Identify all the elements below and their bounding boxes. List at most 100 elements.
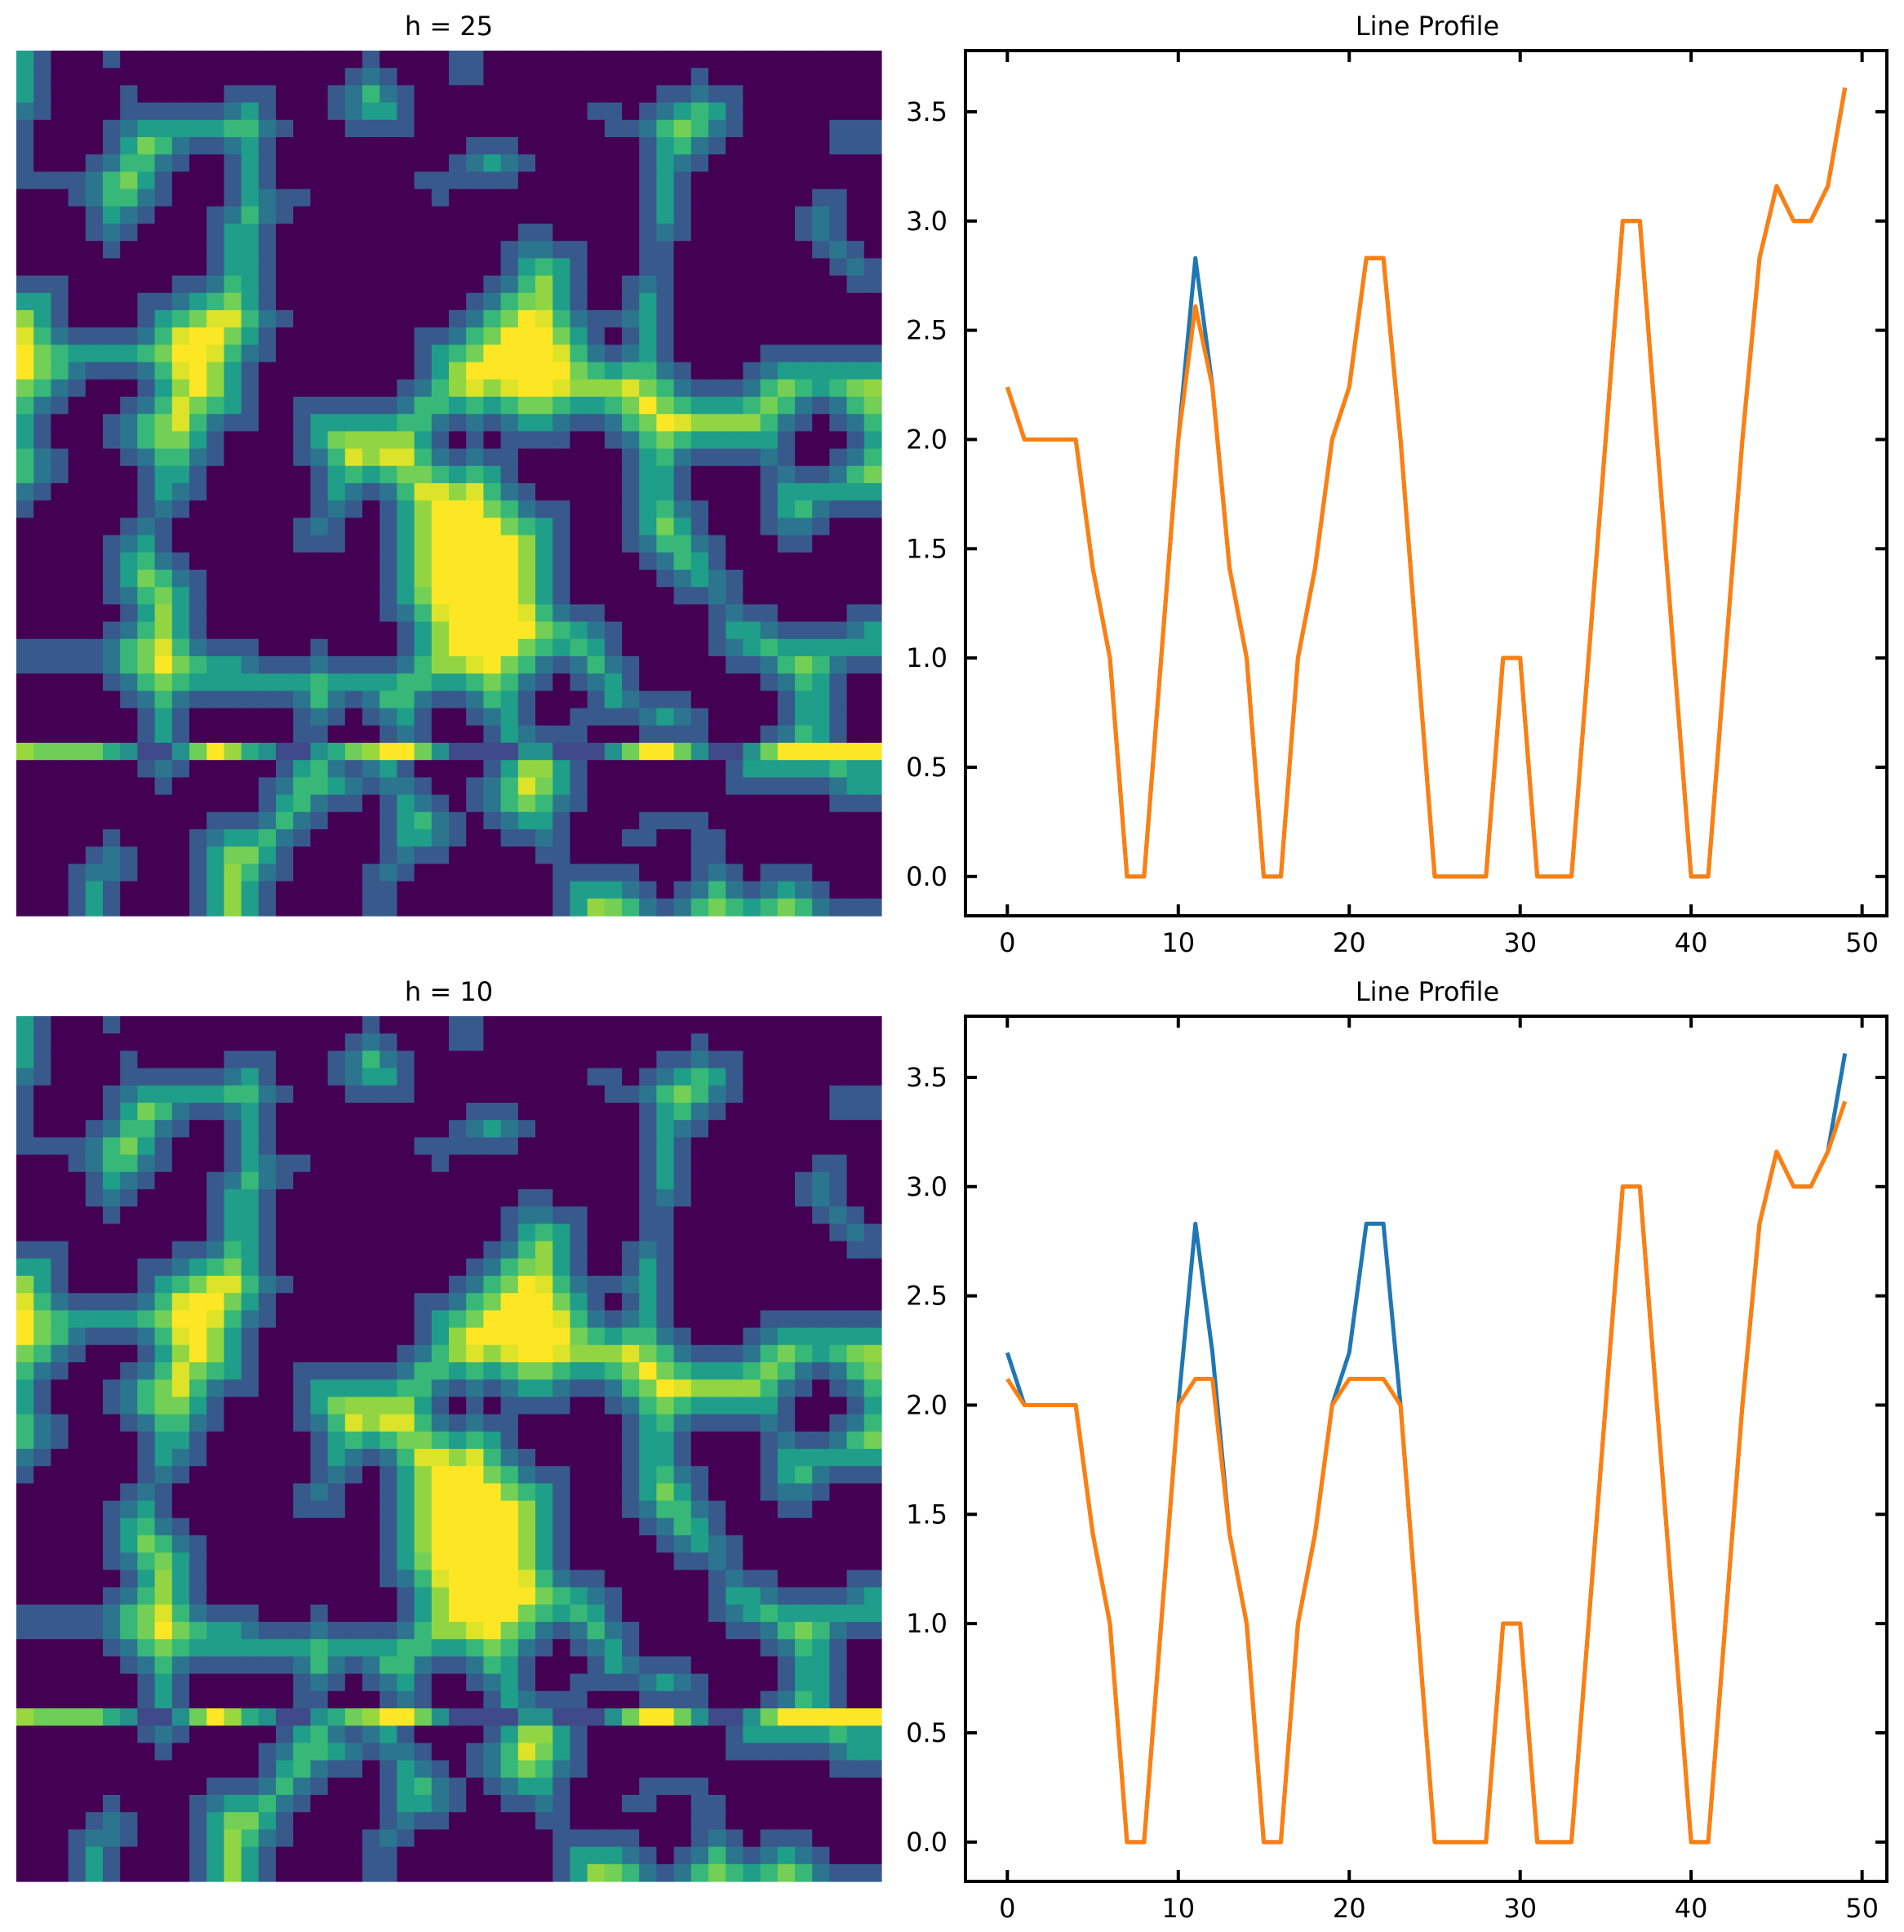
heatmap-cell (85, 552, 104, 571)
heatmap-cell (276, 1552, 294, 1570)
heatmap-cell (500, 1103, 519, 1121)
heatmap-cell (708, 1708, 726, 1726)
heatmap-cell (154, 1552, 173, 1570)
heatmap-cell (535, 535, 553, 553)
heatmap-cell (553, 1050, 570, 1069)
heatmap-cell (449, 1760, 467, 1779)
heatmap-cell (68, 1362, 87, 1380)
heatmap-cell (206, 379, 224, 398)
heatmap-cell (708, 1258, 726, 1277)
heatmap-cell (68, 846, 87, 864)
heatmap-cell (449, 517, 467, 536)
heatmap-cell (258, 1829, 277, 1848)
heatmap-cell (397, 189, 415, 207)
heatmap-cell (690, 1708, 709, 1726)
heatmap-cell (587, 1466, 606, 1484)
heatmap-cell (397, 673, 415, 691)
heatmap-cell (604, 310, 623, 328)
heatmap-cell (258, 1258, 277, 1277)
heatmap-cell (449, 1639, 467, 1657)
heatmap-cell (726, 1154, 743, 1173)
heatmap-cell (51, 1224, 69, 1242)
heatmap-cell (604, 1050, 623, 1069)
heatmap-cell (327, 1276, 346, 1294)
heatmap-cell (103, 1414, 121, 1432)
heatmap-cell (743, 414, 761, 432)
heatmap-cell (812, 1570, 830, 1588)
heatmap-cell (500, 1137, 519, 1156)
heatmap-cell (622, 898, 640, 917)
heatmap-cell (103, 189, 121, 207)
heatmap-cell (414, 275, 433, 294)
heatmap-cell (51, 1258, 69, 1277)
heatmap-cell (224, 1085, 242, 1104)
heatmap-cell (293, 1708, 311, 1726)
heatmap-cell (812, 1743, 830, 1761)
heatmap-cell (553, 448, 570, 467)
heatmap-cell (51, 656, 69, 674)
heatmap-cell (241, 638, 260, 657)
y-tick-label: 0.0 (906, 861, 948, 892)
heatmap-cell (777, 1431, 796, 1450)
heatmap-cell (414, 1154, 433, 1173)
heatmap-cell (690, 1293, 709, 1311)
heatmap-cell (777, 1276, 796, 1294)
heatmap-cell (760, 725, 779, 744)
heatmap-cell (587, 397, 606, 415)
heatmap-cell (379, 1829, 397, 1848)
heatmap-cell (51, 1033, 69, 1051)
heatmap-cell (137, 811, 156, 830)
heatmap-cell (120, 898, 138, 917)
heatmap-cell (431, 310, 450, 328)
heatmap-cell (276, 327, 294, 345)
heatmap-cell (466, 1846, 484, 1865)
heatmap-cell (587, 846, 606, 864)
heatmap-cell (587, 1016, 606, 1034)
heatmap-cell (553, 881, 570, 899)
heatmap-cell (587, 1033, 606, 1051)
heatmap-cell (449, 241, 467, 259)
heatmap-cell (587, 414, 606, 432)
heatmap-cell (639, 224, 657, 242)
heatmap-cell (310, 673, 329, 691)
heatmap-cell (85, 1449, 104, 1467)
heatmap-cell (639, 621, 657, 640)
heatmap-panel-top: h = 25 (16, 11, 882, 917)
heatmap-cell (154, 1725, 173, 1743)
heatmap-cell (760, 811, 779, 830)
heatmap-cell (656, 587, 675, 605)
heatmap-cell (587, 465, 606, 484)
heatmap-cell (362, 1120, 380, 1138)
heatmap-cell (258, 85, 277, 104)
heatmap-cell (16, 51, 34, 69)
heatmap-cell (483, 465, 502, 484)
heatmap-cell (829, 327, 848, 345)
heatmap-cell (517, 1587, 536, 1606)
heatmap-cell (310, 1050, 329, 1069)
heatmap-title: h = 25 (405, 11, 493, 42)
heatmap-cell (570, 1570, 588, 1588)
heatmap-cell (795, 224, 813, 242)
heatmap-cell (535, 1587, 553, 1606)
heatmap-cell (760, 846, 779, 864)
heatmap-cell (517, 465, 536, 484)
heatmap-cell (103, 224, 121, 242)
heatmap-cell (103, 1293, 121, 1311)
heatmap-cell (604, 500, 623, 518)
heatmap-cell (829, 1414, 848, 1432)
heatmap-cell (137, 241, 156, 259)
heatmap-cell (517, 154, 536, 172)
heatmap-cell (33, 397, 51, 415)
heatmap-cell (708, 552, 726, 571)
heatmap-cell (154, 327, 173, 345)
heatmap-cell (535, 500, 553, 518)
heatmap-cell (310, 483, 329, 501)
heatmap-cell (241, 1310, 260, 1329)
heatmap-cell (120, 1120, 138, 1138)
heatmap-cell (466, 1587, 484, 1606)
heatmap-cell (154, 760, 173, 778)
heatmap-cell (293, 189, 311, 207)
heatmap-cell (743, 189, 761, 207)
heatmap-cell (812, 1829, 830, 1848)
heatmap-cell (517, 1639, 536, 1657)
